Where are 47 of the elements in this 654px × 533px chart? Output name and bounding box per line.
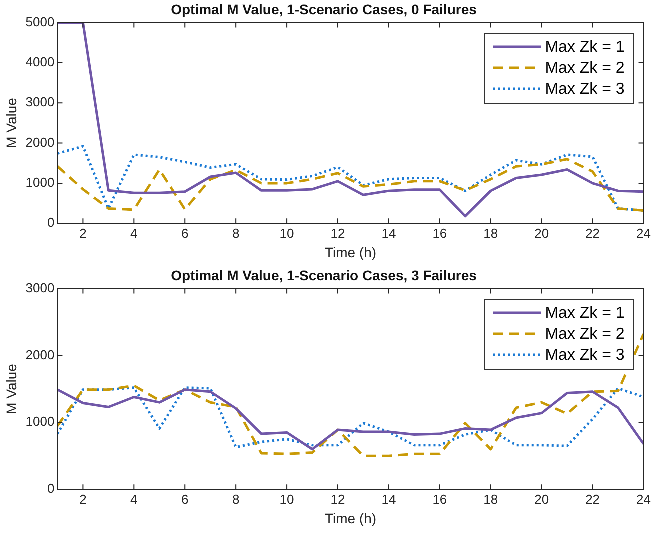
y-tick-label: 1000: [26, 175, 55, 190]
x-tick-label: 20: [534, 226, 550, 241]
y-axis-title: M Value: [3, 364, 20, 414]
x-tick-label: 14: [382, 492, 396, 507]
x-tick-label: 6: [182, 492, 189, 507]
legend-label: Max Zk = 2: [545, 324, 625, 345]
legend-label: Max Zk = 1: [545, 38, 625, 58]
y-tick-label: 2000: [26, 134, 55, 150]
x-tick-label: 12: [330, 492, 346, 507]
x-tick-label: 18: [484, 226, 498, 241]
y-axis-title: M Value: [3, 98, 20, 148]
x-tick-label: 12: [330, 226, 346, 241]
x-tick-label: 16: [432, 492, 448, 507]
x-tick-label: 6: [182, 226, 189, 241]
y-tick-label: 0: [47, 215, 55, 230]
x-tick-label: 16: [432, 226, 448, 241]
legend-label: Max Zk = 3: [545, 346, 625, 366]
y-tick-label: 1000: [26, 414, 55, 430]
x-tick-label: 10: [280, 226, 294, 241]
x-tick-label: 24: [636, 226, 652, 241]
x-tick-label: 22: [586, 492, 600, 507]
x-tick-label: 8: [232, 226, 240, 241]
x-tick-label: 22: [586, 226, 600, 241]
y-tick-label: 3000: [26, 280, 55, 296]
chart-title: Optimal M Value, 1-Scenario Cases, 3 Failures: [171, 267, 478, 284]
x-tick-label: 2: [80, 492, 87, 507]
x-tick-label: 24: [636, 492, 652, 507]
legend-label: Max Zk = 1: [545, 304, 625, 324]
x-tick-label: 8: [232, 492, 240, 507]
legend-label: Max Zk = 2: [545, 58, 625, 79]
x-tick-label: 4: [130, 226, 138, 241]
y-tick-label: 3000: [26, 94, 55, 110]
x-tick-label: 18: [484, 492, 498, 507]
x-axis-title: Time (h): [324, 244, 377, 260]
y-tick-label: 2000: [26, 347, 55, 362]
x-axis-title: Time (h): [324, 510, 377, 526]
y-tick-label: 5000: [26, 14, 55, 30]
x-tick-label: 2: [80, 226, 87, 241]
x-tick-label: 14: [382, 226, 396, 241]
y-tick-label: 0: [47, 481, 55, 496]
chart-title: Optimal M Value, 1-Scenario Cases, 0 Failures: [171, 1, 478, 18]
line-series: [58, 158, 644, 212]
x-tick-label: 4: [130, 492, 138, 507]
y-tick-label: 4000: [26, 54, 55, 70]
x-tick-label: 10: [280, 492, 294, 507]
legend-label: Max Zk = 3: [545, 80, 625, 100]
x-tick-label: 20: [534, 492, 550, 507]
